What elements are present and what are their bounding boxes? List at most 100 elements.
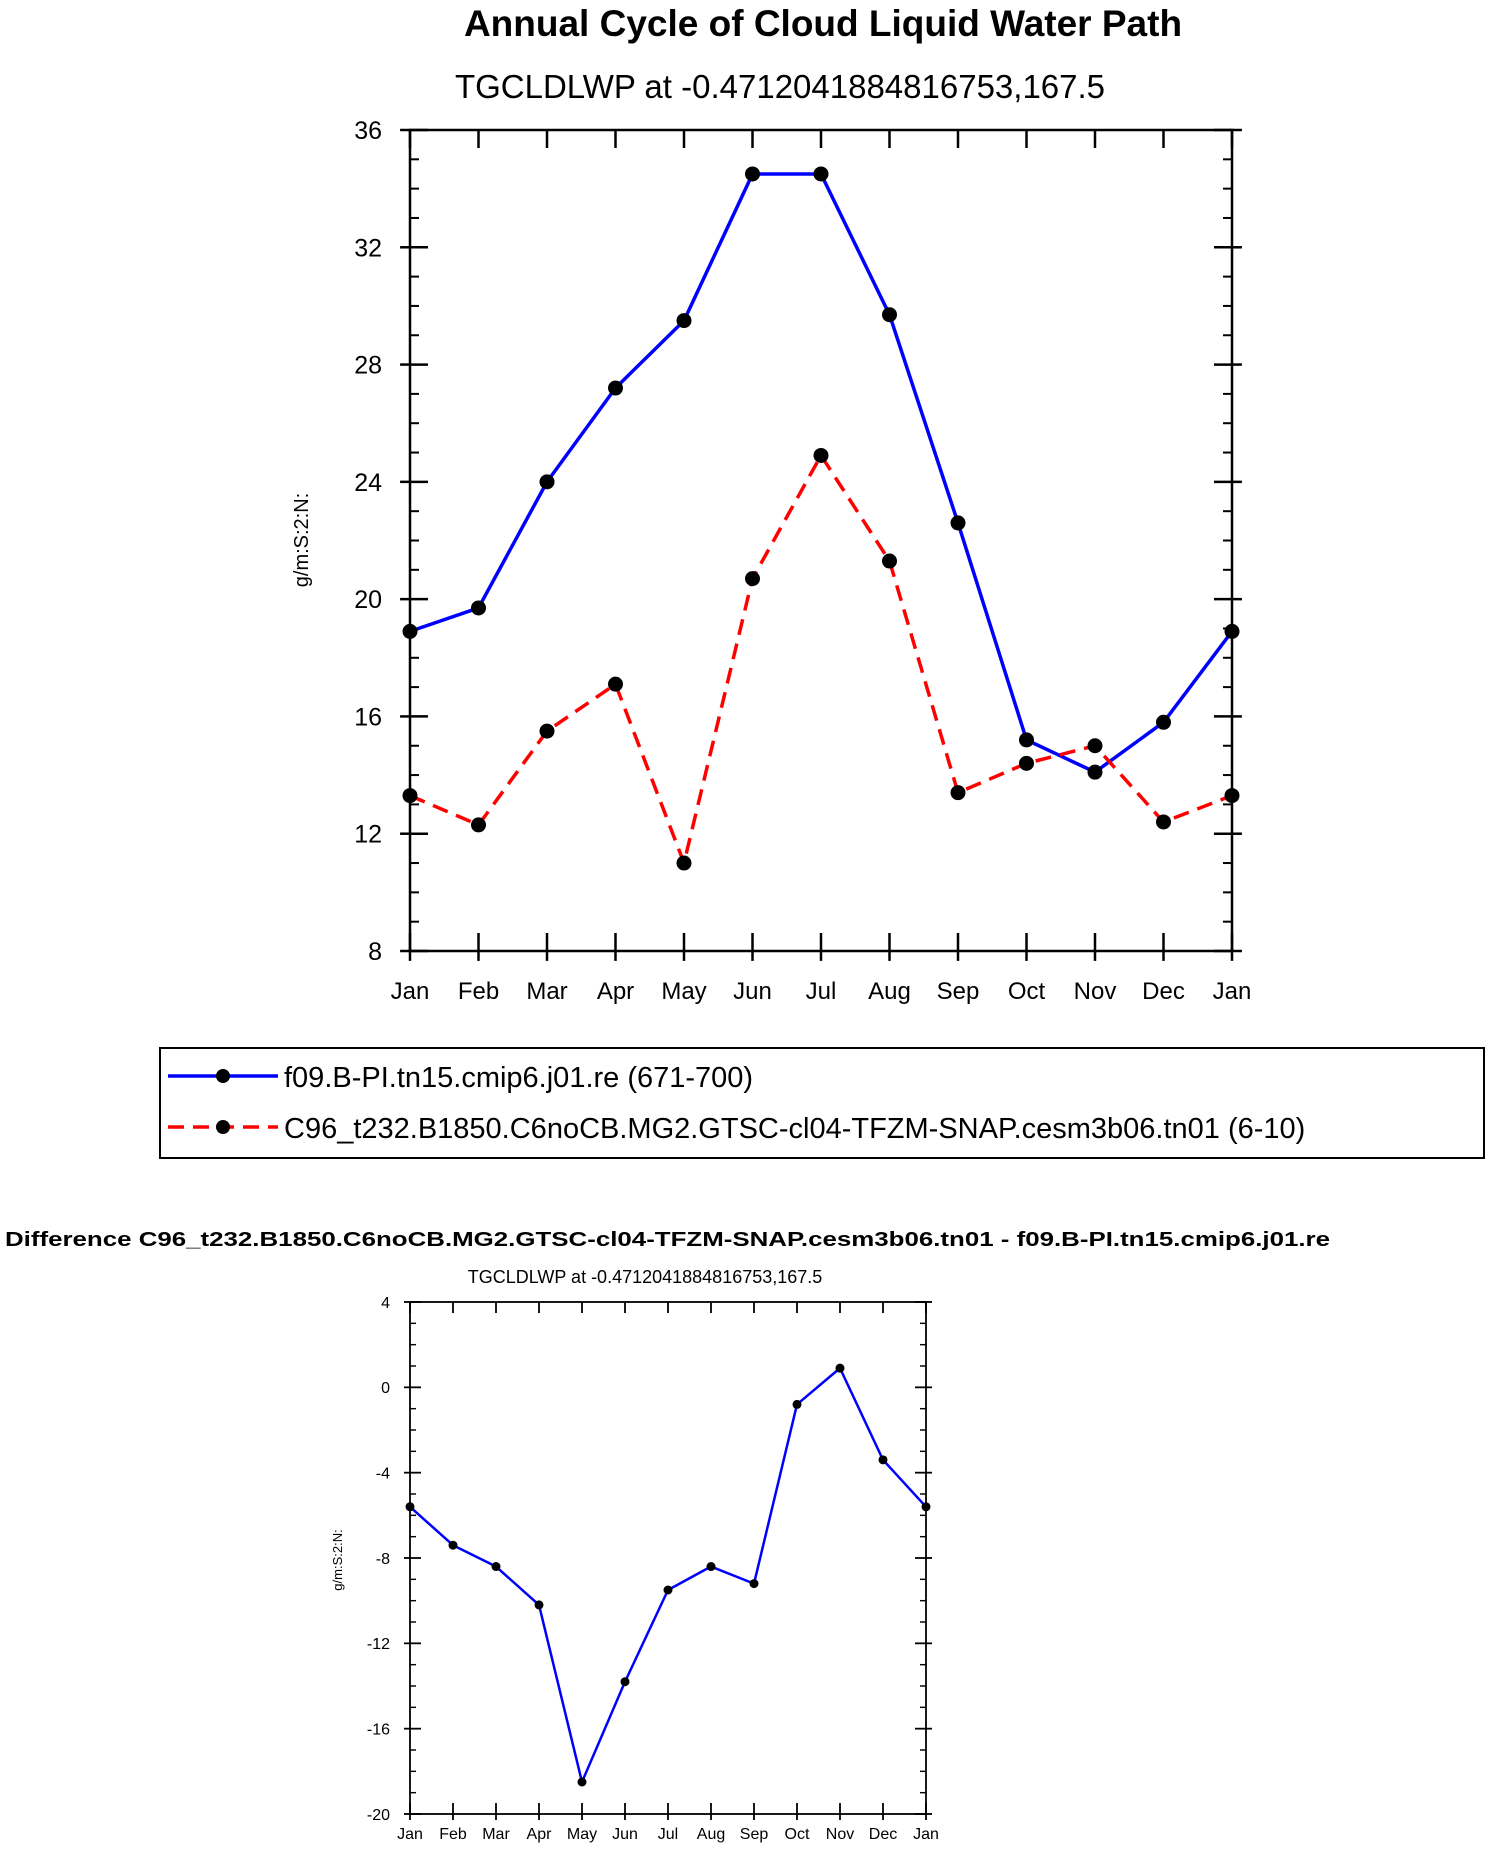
top-chart-series-1-point — [882, 553, 897, 569]
bottom-chart-plot-frame — [409, 1301, 927, 1815]
bottom-chart-title: Difference C96_t232.B1850.C6noCB.MG2.GTS… — [5, 1229, 1330, 1251]
top-chart-x-tick-label: Feb — [458, 978, 499, 1005]
top-chart-y-tick-label: 28 — [354, 352, 382, 380]
bottom-chart-y-tick-label: -4 — [376, 1465, 390, 1482]
top-chart-x-tick-label: Apr — [597, 978, 634, 1005]
bottom-chart-series-0-point — [878, 1455, 888, 1465]
top-chart-series-1-point — [608, 676, 623, 692]
bottom-chart-series-0-point — [405, 1502, 415, 1512]
legend-label-0: f09.B-PI.tn15.cmip6.j01.re (671-700) — [284, 1062, 753, 1094]
bottom-chart-y-axis-label: g/m:S:2:N: — [330, 1529, 345, 1590]
top-chart-series-line-1 — [409, 453, 1233, 865]
legend-label-1: C96_t232.B1850.C6noCB.MG2.GTSC-cl04-TFZM… — [284, 1113, 1305, 1145]
bottom-chart-subtitle: TGCLDLWP at -0.4712041884816753,167.5 — [468, 1267, 823, 1287]
bottom-chart-series-0-point — [448, 1540, 458, 1550]
bottom-chart-series-0-point — [620, 1677, 630, 1687]
top-chart-y-tick-label: 16 — [354, 703, 382, 731]
bottom-chart-series-0-point — [534, 1600, 544, 1610]
bottom-chart-y-tick-label: -16 — [367, 1721, 390, 1738]
top-chart-ticks — [400, 128, 1242, 961]
bottom-chart-y-tick-label: -8 — [376, 1551, 390, 1568]
top-chart-x-tick-label: Aug — [868, 978, 911, 1005]
top-chart-plot-frame — [408, 128, 1234, 953]
top-chart-series-0-point — [1019, 732, 1034, 748]
top-chart-series-1-point — [745, 571, 760, 587]
bottom-chart-series-0-point — [663, 1585, 673, 1595]
bottom-chart-series-lines — [409, 1366, 927, 1784]
legend-frame — [159, 1047, 1485, 1159]
top-chart-series-0-point — [539, 474, 555, 490]
bottom-chart-y-tick-label: 0 — [381, 1380, 390, 1397]
bottom-chart-x-tick-label: Oct — [785, 1826, 810, 1843]
legend-entry-1: C96_t232.B1850.C6noCB.MG2.GTSC-cl04-TFZM… — [168, 1113, 1305, 1145]
top-chart-title: Annual Cycle of Cloud Liquid Water Path — [464, 3, 1182, 44]
top-chart-series-0-point — [471, 600, 486, 616]
top-chart-series-0-point — [745, 166, 760, 182]
top-chart-series-1-point — [676, 855, 692, 871]
top-chart-x-tick-label: Mar — [526, 978, 567, 1005]
top-chart-series-0-point — [882, 307, 897, 323]
top-chart-series-lines — [409, 172, 1234, 865]
top-chart-y-tick-label: 20 — [354, 586, 382, 614]
top-chart-x-tick-label: Sep — [937, 978, 980, 1005]
top-chart-series-1-point — [1019, 755, 1034, 771]
top-chart-series-0-point — [676, 313, 692, 329]
bottom-chart-x-tick-label: Apr — [527, 1826, 553, 1843]
top-chart-x-tick-label: Jul — [806, 978, 837, 1005]
top-chart-subtitle: TGCLDLWP at -0.4712041884816753,167.5 — [455, 68, 1105, 105]
bottom-chart-y-tick-label: -20 — [367, 1807, 390, 1824]
top-chart-y-tick-label: 24 — [354, 469, 382, 497]
top-chart-series-0-point — [1224, 623, 1240, 639]
top-chart-series-line-0 — [409, 172, 1234, 774]
top-chart-series-0-point — [1087, 764, 1103, 780]
top-chart-series-1-point — [1224, 788, 1240, 804]
bottom-chart-x-tick-label: Aug — [697, 1826, 725, 1843]
bottom-chart-x-tick-label: Sep — [740, 1826, 769, 1843]
top-chart-x-tick-label: Jun — [733, 978, 772, 1005]
top-chart-series-points — [402, 166, 1240, 871]
top-chart-series-0-point — [608, 380, 623, 396]
top-chart-series-1-point — [1156, 814, 1171, 830]
bottom-chart-x-tick-label: May — [567, 1826, 597, 1843]
bottom-chart-series-points — [405, 1363, 931, 1787]
legend: f09.B-PI.tn15.cmip6.j01.re (671-700) C96… — [159, 1047, 1485, 1159]
bottom-chart-x-tick-label: Dec — [869, 1826, 897, 1843]
bottom-chart-y-tick-label: 4 — [381, 1295, 390, 1312]
top-chart-x-tick-label: Oct — [1008, 978, 1046, 1005]
top-chart-y-tick-label: 36 — [354, 117, 382, 145]
bottom-chart-series-0-point — [491, 1562, 501, 1572]
bottom-chart-x-tick-label: Nov — [826, 1826, 854, 1843]
bottom-chart-series-0-point — [577, 1777, 587, 1787]
top-chart-x-tick-labels: Jan Feb Mar Apr May Jun Jul Aug Sep Oct Nov Dec Jan — [391, 978, 1252, 1005]
legend-entry-0: f09.B-PI.tn15.cmip6.j01.re (671-700) — [168, 1062, 753, 1094]
legend-swatch-marker-1 — [216, 1120, 230, 1134]
top-chart: Annual Cycle of Cloud Liquid Water Path … — [291, 3, 1251, 1005]
bottom-chart-x-tick-label: Jun — [612, 1826, 638, 1843]
bottom-chart-y-tick-labels: -20 -16 -12 -8 -4 0 4 — [367, 1295, 390, 1824]
top-chart-series-0-point — [813, 166, 829, 182]
top-chart-y-tick-labels: 8 12 16 20 24 28 32 36 — [354, 117, 382, 966]
top-chart-y-axis-label: g/m:S:2:N: — [291, 493, 313, 587]
bottom-chart-ticks — [403, 1301, 933, 1821]
top-chart-series-1-point — [950, 785, 966, 801]
bottom-chart-x-tick-labels: Jan Feb Mar Apr May Jun Jul Aug Sep Oct Nov Dec Jan — [397, 1826, 939, 1843]
bottom-chart-x-tick-label: Mar — [482, 1826, 510, 1843]
top-chart-series-0-point — [402, 623, 418, 639]
bottom-chart-series-0-point — [706, 1562, 716, 1572]
bottom-chart-series-line-0 — [409, 1366, 927, 1784]
bottom-chart-y-tick-label: -12 — [367, 1636, 390, 1653]
top-chart-y-tick-label: 8 — [368, 938, 382, 966]
bottom-chart-series-0-point — [792, 1399, 802, 1409]
top-chart-x-tick-label: Dec — [1142, 978, 1185, 1005]
top-chart-series-0-point — [950, 515, 966, 531]
top-chart-y-tick-label: 12 — [354, 821, 382, 849]
top-chart-series-1-point — [471, 817, 486, 833]
bottom-chart-x-tick-label: Jul — [658, 1826, 678, 1843]
top-chart-series-1-point — [813, 447, 829, 463]
top-chart-series-1-point — [1087, 738, 1103, 754]
top-chart-series-1-point — [539, 723, 555, 739]
bottom-chart: Difference C96_t232.B1850.C6noCB.MG2.GTS… — [5, 1229, 1330, 1843]
top-chart-x-tick-label: May — [661, 978, 706, 1005]
